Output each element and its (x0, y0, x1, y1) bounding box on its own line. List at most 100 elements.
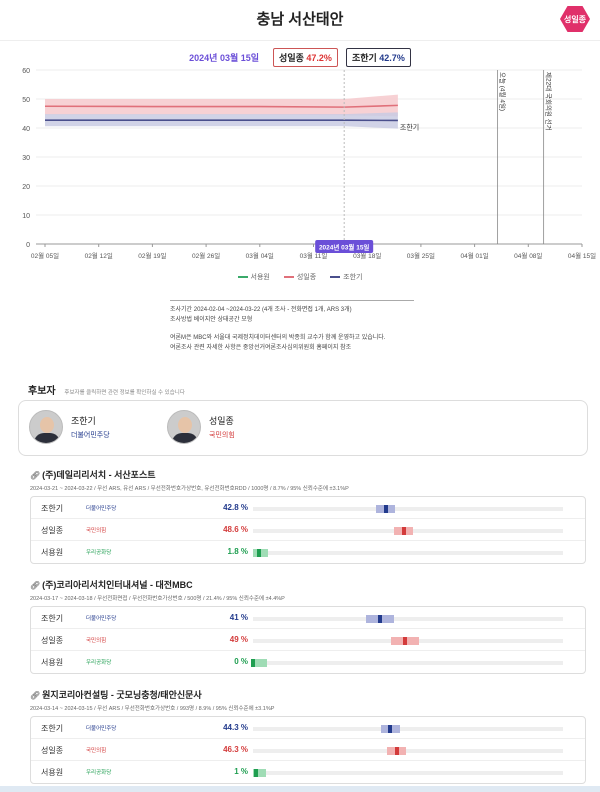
poll-row: 성일종 국민의힘 48.6 % (31, 519, 585, 541)
series-line (44, 104, 398, 108)
poll-row-name: 성일종 (41, 526, 64, 535)
y-tick-label: 30 (22, 155, 30, 162)
divider (0, 40, 600, 41)
poll-row-track (253, 615, 563, 623)
legend-swatch (330, 276, 341, 279)
y-tick-label: 20 (22, 184, 30, 191)
candidates-subtitle: 후보자를 클릭하면 관련 정보를 확인하실 수 있습니다 (64, 390, 185, 396)
avatar (29, 410, 63, 444)
avatar (167, 410, 201, 444)
poll-title[interactable]: 🔗︎ (주)코리아리서치인터내셔널 - 대전MBC (30, 578, 590, 591)
page-title: 충남 서산태안 (256, 11, 344, 28)
poll-card: 🔗︎ (주)데일리리서치 - 서산포스트 2024-03-21 ~ 2024-03… (30, 468, 590, 564)
x-tick-label: 04월 01일 (460, 251, 488, 260)
poll-row-party: 국민의힘 (86, 528, 107, 534)
poll-row: 조한기 더불어민주당 42.8 % (31, 497, 585, 519)
legend-item-seong[interactable]: 성일종 (283, 272, 317, 282)
chart-header: 2024년 03월 15일 성일종 47.2% 조한기 42.7% (0, 48, 600, 67)
candidates-box: 조한기 더불어민주당 성일종 국민의힘 (18, 400, 588, 456)
poll-meta: 2024-03-21 ~ 2024-03-22 / 무선 ARS, 유선 ARS… (30, 486, 349, 492)
poll-row-name: 성일종 (41, 746, 64, 755)
poll-row-point (401, 527, 406, 535)
header-candidate-1: 성일종 47.2% (273, 48, 338, 67)
x-tick-label: 04월 08일 (514, 251, 542, 260)
poll-row-track (253, 637, 563, 645)
note-operator: 여론M은 MBC와 서울대 국제정치데이터센터의 박종희 교수가 함께 운영하고… (170, 335, 386, 341)
link-icon: 🔗︎ (30, 471, 41, 480)
poll-row-point (394, 747, 399, 755)
poll-row-party: 더불어민주당 (86, 726, 117, 732)
y-tick-label: 50 (22, 97, 30, 104)
poll-title-text: (주)데일리리서치 - 서산포스트 (42, 470, 156, 480)
poll-row-party: 국민의힘 (86, 748, 107, 754)
poll-title-text: 원지코리아컨설팅 - 굿모닝충청/태안신문사 (42, 690, 202, 700)
poll-title[interactable]: 🔗︎ 원지코리아컨설팅 - 굿모닝충청/태안신문사 (30, 688, 590, 701)
poll-row-name: 서용원 (41, 548, 64, 557)
poll-row-party: 더불어민주당 (86, 616, 117, 622)
note-reference: 여론조사 관련 자세한 사항은 중앙선거여론조사심의위원회 홈페이지 참조 (170, 345, 352, 351)
x-tick-label: 02월 12일 (85, 251, 113, 260)
poll-row-party: 우리공화당 (86, 770, 112, 776)
event-label: 오늘 (4월 4일) (499, 72, 508, 111)
header-c1-value: 47.2% (306, 53, 332, 63)
poll-row-track (251, 659, 563, 667)
candidates-title: 후보자 (28, 386, 56, 397)
legend-swatch (237, 276, 248, 279)
poll-row-value: 1 % (234, 767, 248, 776)
poll-row-track (253, 527, 563, 535)
link-icon: 🔗︎ (30, 581, 41, 590)
poll-row-value: 1.8 % (227, 547, 248, 556)
legend-item-seo[interactable]: 서용원 (237, 272, 270, 282)
x-tick-label: 02월 19일 (138, 251, 166, 260)
poll-results: 조한기 더불어민주당 42.8 % 성일종 국민의힘 48.6 % 서용원 우리… (30, 496, 586, 564)
poll-row-name: 조한기 (41, 614, 64, 623)
poll-row-interval (253, 549, 269, 557)
poll-results: 조한기 더불어민주당 44.3 % 성일종 국민의힘 46.3 % 서용원 우리… (30, 716, 586, 784)
candidate-name: 성일종 (209, 416, 234, 426)
candidate-card-jo[interactable]: 조한기 더불어민주당 (29, 410, 110, 444)
y-tick-label: 10 (22, 213, 30, 220)
x-tick-label: 02월 26일 (192, 251, 220, 260)
poll-row-point (388, 725, 393, 733)
header-c2-value: 42.7% (379, 53, 405, 63)
poll-row-name: 서용원 (41, 768, 64, 777)
poll-row: 서용원 우리공화당 1 % (31, 761, 585, 783)
poll-card: 🔗︎ (주)코리아리서치인터내셔널 - 대전MBC 2024-03-17 ~ 20… (30, 578, 590, 674)
candidate-party: 국민의힘 (209, 432, 235, 439)
tooltip-date-box (315, 240, 374, 253)
header-candidate-2: 조한기 42.7% (345, 48, 411, 67)
header-c2-name: 조한기 (351, 53, 377, 63)
poll-row-point (254, 769, 259, 777)
note-period: 조사기간 2024-02-04 ~2024-03-22 (4개 조사 - 전화면… (170, 307, 352, 313)
x-tick-label: 03월 11일 (300, 251, 328, 260)
link-icon: 🔗︎ (30, 691, 41, 700)
legend-swatch (283, 276, 294, 279)
poll-row-name: 성일종 (41, 636, 64, 645)
chart-legend: 서용원 성일종 조한기 (0, 272, 600, 282)
poll-meta: 2024-03-14 ~ 2024-03-15 / 무선 ARS / 무선전화번… (30, 706, 275, 712)
poll-title-text: (주)코리아리서치인터내셔널 - 대전MBC (42, 580, 193, 590)
poll-row-point (402, 637, 407, 645)
poll-row-party: 우리공화당 (86, 550, 112, 556)
legend-label: 성일종 (296, 274, 317, 281)
x-tick-label: 02월 05일 (31, 251, 59, 260)
poll-row: 조한기 더불어민주당 44.3 % (31, 717, 585, 739)
poll-row: 성일종 국민의힘 46.3 % (31, 739, 585, 761)
legend-item-jo[interactable]: 조한기 (330, 272, 362, 282)
x-tick-label: 03월 25일 (407, 251, 435, 260)
poll-row-point (251, 659, 255, 667)
candidates-heading: 후보자 후보자를 클릭하면 관련 정보를 확인하실 수 있습니다 (28, 382, 185, 397)
note-method: 조사방법 베이지안 상태공간 모형 (170, 317, 253, 323)
legend-label: 서용원 (250, 274, 270, 281)
poll-row-name: 조한기 (41, 504, 64, 513)
event-label: 제22대 국회의원 선거 (545, 72, 554, 131)
poll-row-track (253, 725, 563, 733)
poll-row-point (378, 615, 383, 623)
candidate-card-seong[interactable]: 성일종 국민의힘 (167, 410, 235, 444)
trend-chart[interactable]: 0 10 20 30 40 50 60 02월 05일 02월 12일 02월 19일 02월 26… (0, 62, 600, 267)
poll-row-name: 서용원 (41, 658, 64, 667)
poll-row-value: 42.8 % (223, 503, 248, 512)
poll-title[interactable]: 🔗︎ (주)데일리리서치 - 서산포스트 (30, 468, 590, 481)
poll-row-value: 46.3 % (223, 745, 248, 754)
poll-row-interval (253, 659, 267, 667)
